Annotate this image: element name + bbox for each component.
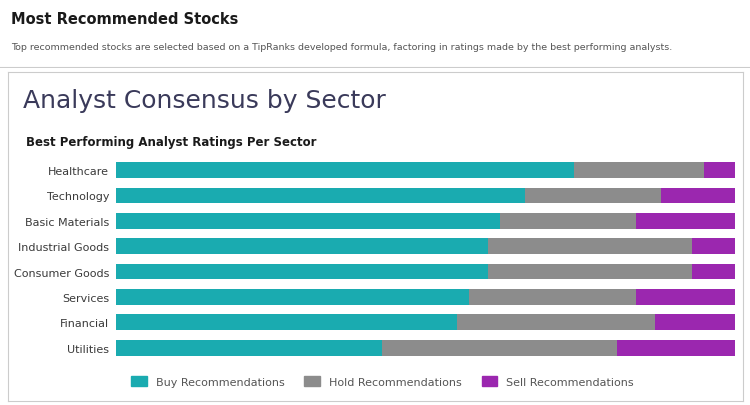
Bar [457,315,655,330]
Bar [116,239,488,254]
Text: Best Performing Analyst Ratings Per Sector: Best Performing Analyst Ratings Per Sect… [26,135,316,149]
Text: Analyst Consensus by Sector: Analyst Consensus by Sector [23,89,386,113]
Text: Most Recommended Stocks: Most Recommended Stocks [11,13,238,28]
Bar [488,239,692,254]
Bar [692,239,735,254]
Bar [636,213,735,229]
Bar [116,340,382,356]
Bar [500,213,636,229]
Text: Top recommended stocks are selected based on a TipRanks developed formula, facto: Top recommended stocks are selected base… [11,43,673,52]
Bar [488,264,692,280]
Bar [574,163,704,179]
Text: Set how experts
are ranked: Set how experts are ranked [633,92,716,113]
Bar [636,289,735,305]
Bar [116,188,525,204]
Bar [382,340,617,356]
Bar [661,188,735,204]
Legend: Buy Recommendations, Hold Recommendations, Sell Recommendations: Buy Recommendations, Hold Recommendation… [127,372,638,391]
Bar [692,264,735,280]
Bar [116,213,500,229]
Bar [116,264,488,280]
Bar [116,315,457,330]
Bar [655,315,735,330]
Bar [469,289,636,305]
Bar [525,188,661,204]
Bar [116,163,574,179]
Bar [704,163,735,179]
Bar [116,289,469,305]
Bar [617,340,735,356]
